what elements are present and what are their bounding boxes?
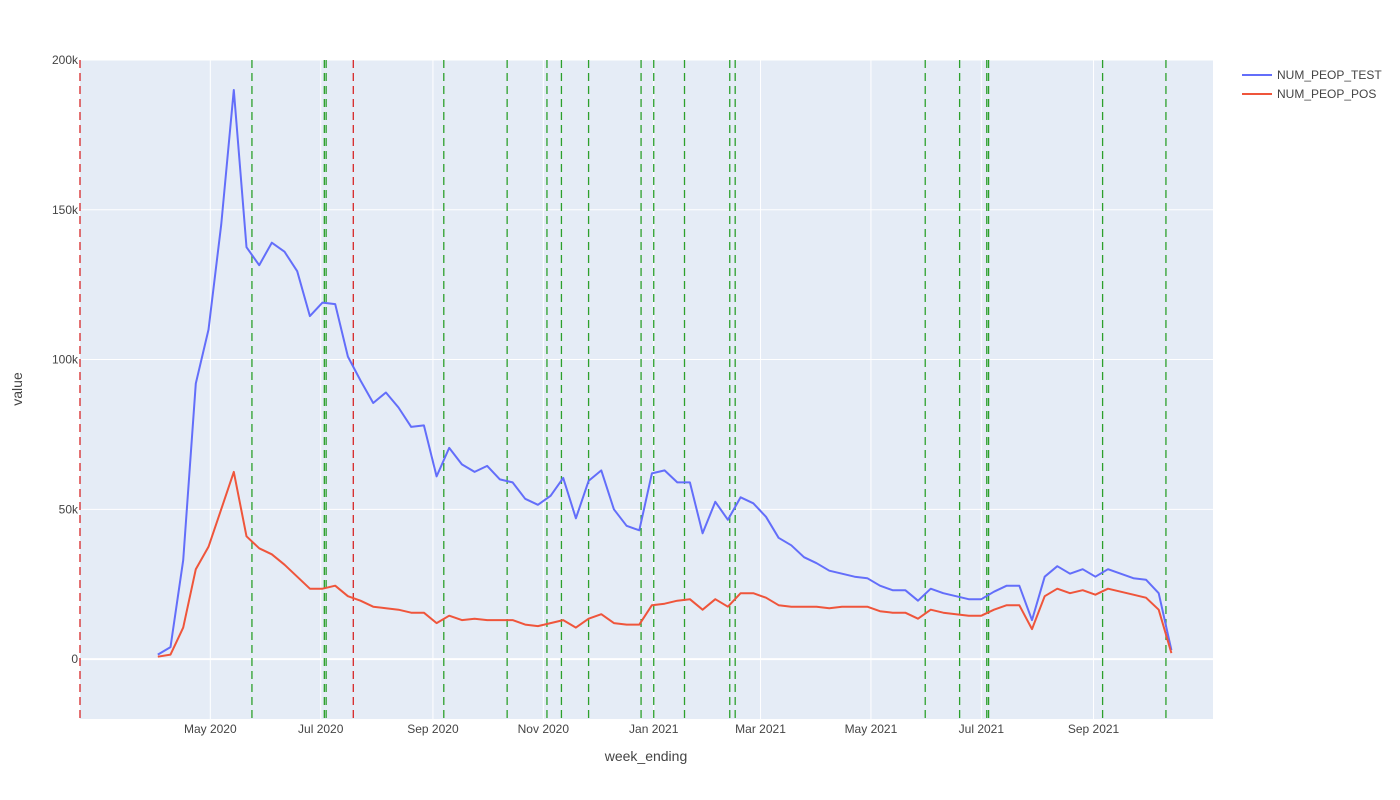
- y-tick-label: 100k: [52, 353, 79, 367]
- y-axis-title: value: [9, 372, 25, 406]
- legend-label: NUM_PEOP_TEST: [1277, 68, 1382, 82]
- y-tick-label: 200k: [52, 53, 79, 67]
- legend-item-num-peop-pos[interactable]: NUM_PEOP_POS: [1242, 87, 1376, 101]
- event-vlines: [79, 60, 1167, 719]
- x-tick-label: Jan 2021: [629, 722, 679, 736]
- x-tick-label: Sep 2020: [407, 722, 459, 736]
- x-tick-label: Jul 2020: [298, 722, 344, 736]
- x-tick-label: Nov 2020: [518, 722, 570, 736]
- series-line-num-peop-test: [157, 89, 1173, 656]
- plot-area: [80, 60, 1213, 719]
- legend[interactable]: NUM_PEOP_TEST NUM_PEOP_POS: [1242, 68, 1382, 101]
- grid-lines: [80, 59, 1213, 719]
- x-tick-label: May 2021: [845, 722, 898, 736]
- x-tick-label: May 2020: [184, 722, 237, 736]
- series-line-num-peop-pos: [157, 470, 1173, 658]
- x-tick-label: Mar 2021: [735, 722, 786, 736]
- x-tick-label: Sep 2021: [1068, 722, 1120, 736]
- y-tick-label: 0: [71, 652, 78, 666]
- y-tick-label: 150k: [52, 203, 79, 217]
- x-axis-ticks: May 2020 Jul 2020 Sep 2020 Nov 2020 Jan 2021…: [184, 722, 1120, 736]
- x-tick-label: Jul 2021: [959, 722, 1005, 736]
- legend-label: NUM_PEOP_POS: [1277, 87, 1376, 101]
- legend-item-num-peop-test[interactable]: NUM_PEOP_TEST: [1242, 68, 1382, 82]
- y-tick-label: 50k: [59, 502, 79, 516]
- series-lines: [157, 89, 1173, 658]
- x-axis-title: week_ending: [604, 748, 688, 764]
- y-axis-ticks: 0 50k 100k 150k 200k: [52, 53, 79, 666]
